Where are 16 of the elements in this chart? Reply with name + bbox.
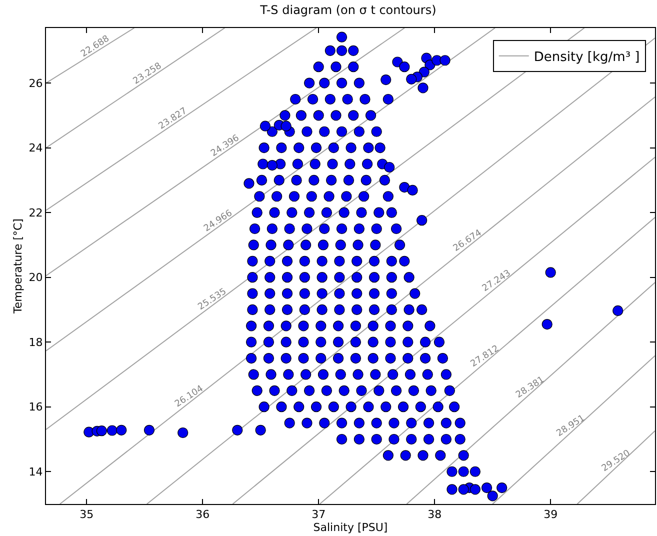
x-tick-label: 36 (196, 508, 210, 522)
legend-label: Density [kg/m³ ] (534, 50, 640, 65)
y-tick-label: 16 (28, 400, 43, 414)
y-tick-label: 20 (28, 271, 43, 284)
x-tick-label: 35 (80, 508, 94, 522)
y-tick-label: 24 (28, 142, 43, 155)
y-tick-label: 26 (28, 76, 43, 90)
x-tick-label: 39 (544, 508, 558, 522)
y-axis-title: Temperature [°C] (11, 218, 24, 314)
chart-title: T-S diagram (on σ t contours) (259, 2, 436, 17)
x-tick-label: 38 (428, 508, 442, 522)
y-tick-label: 14 (28, 465, 43, 478)
y-tick-label: 22 (28, 206, 43, 220)
y-tick-label: 18 (28, 336, 43, 349)
x-axis-title: Salinity [PSU] (313, 521, 388, 534)
x-tick-label: 37 (312, 508, 326, 522)
